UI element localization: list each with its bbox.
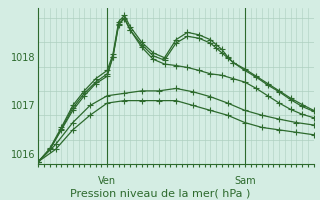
Text: Ven: Ven xyxy=(98,176,116,186)
Text: Pression niveau de la mer( hPa ): Pression niveau de la mer( hPa ) xyxy=(70,188,250,198)
Text: Sam: Sam xyxy=(234,176,256,186)
